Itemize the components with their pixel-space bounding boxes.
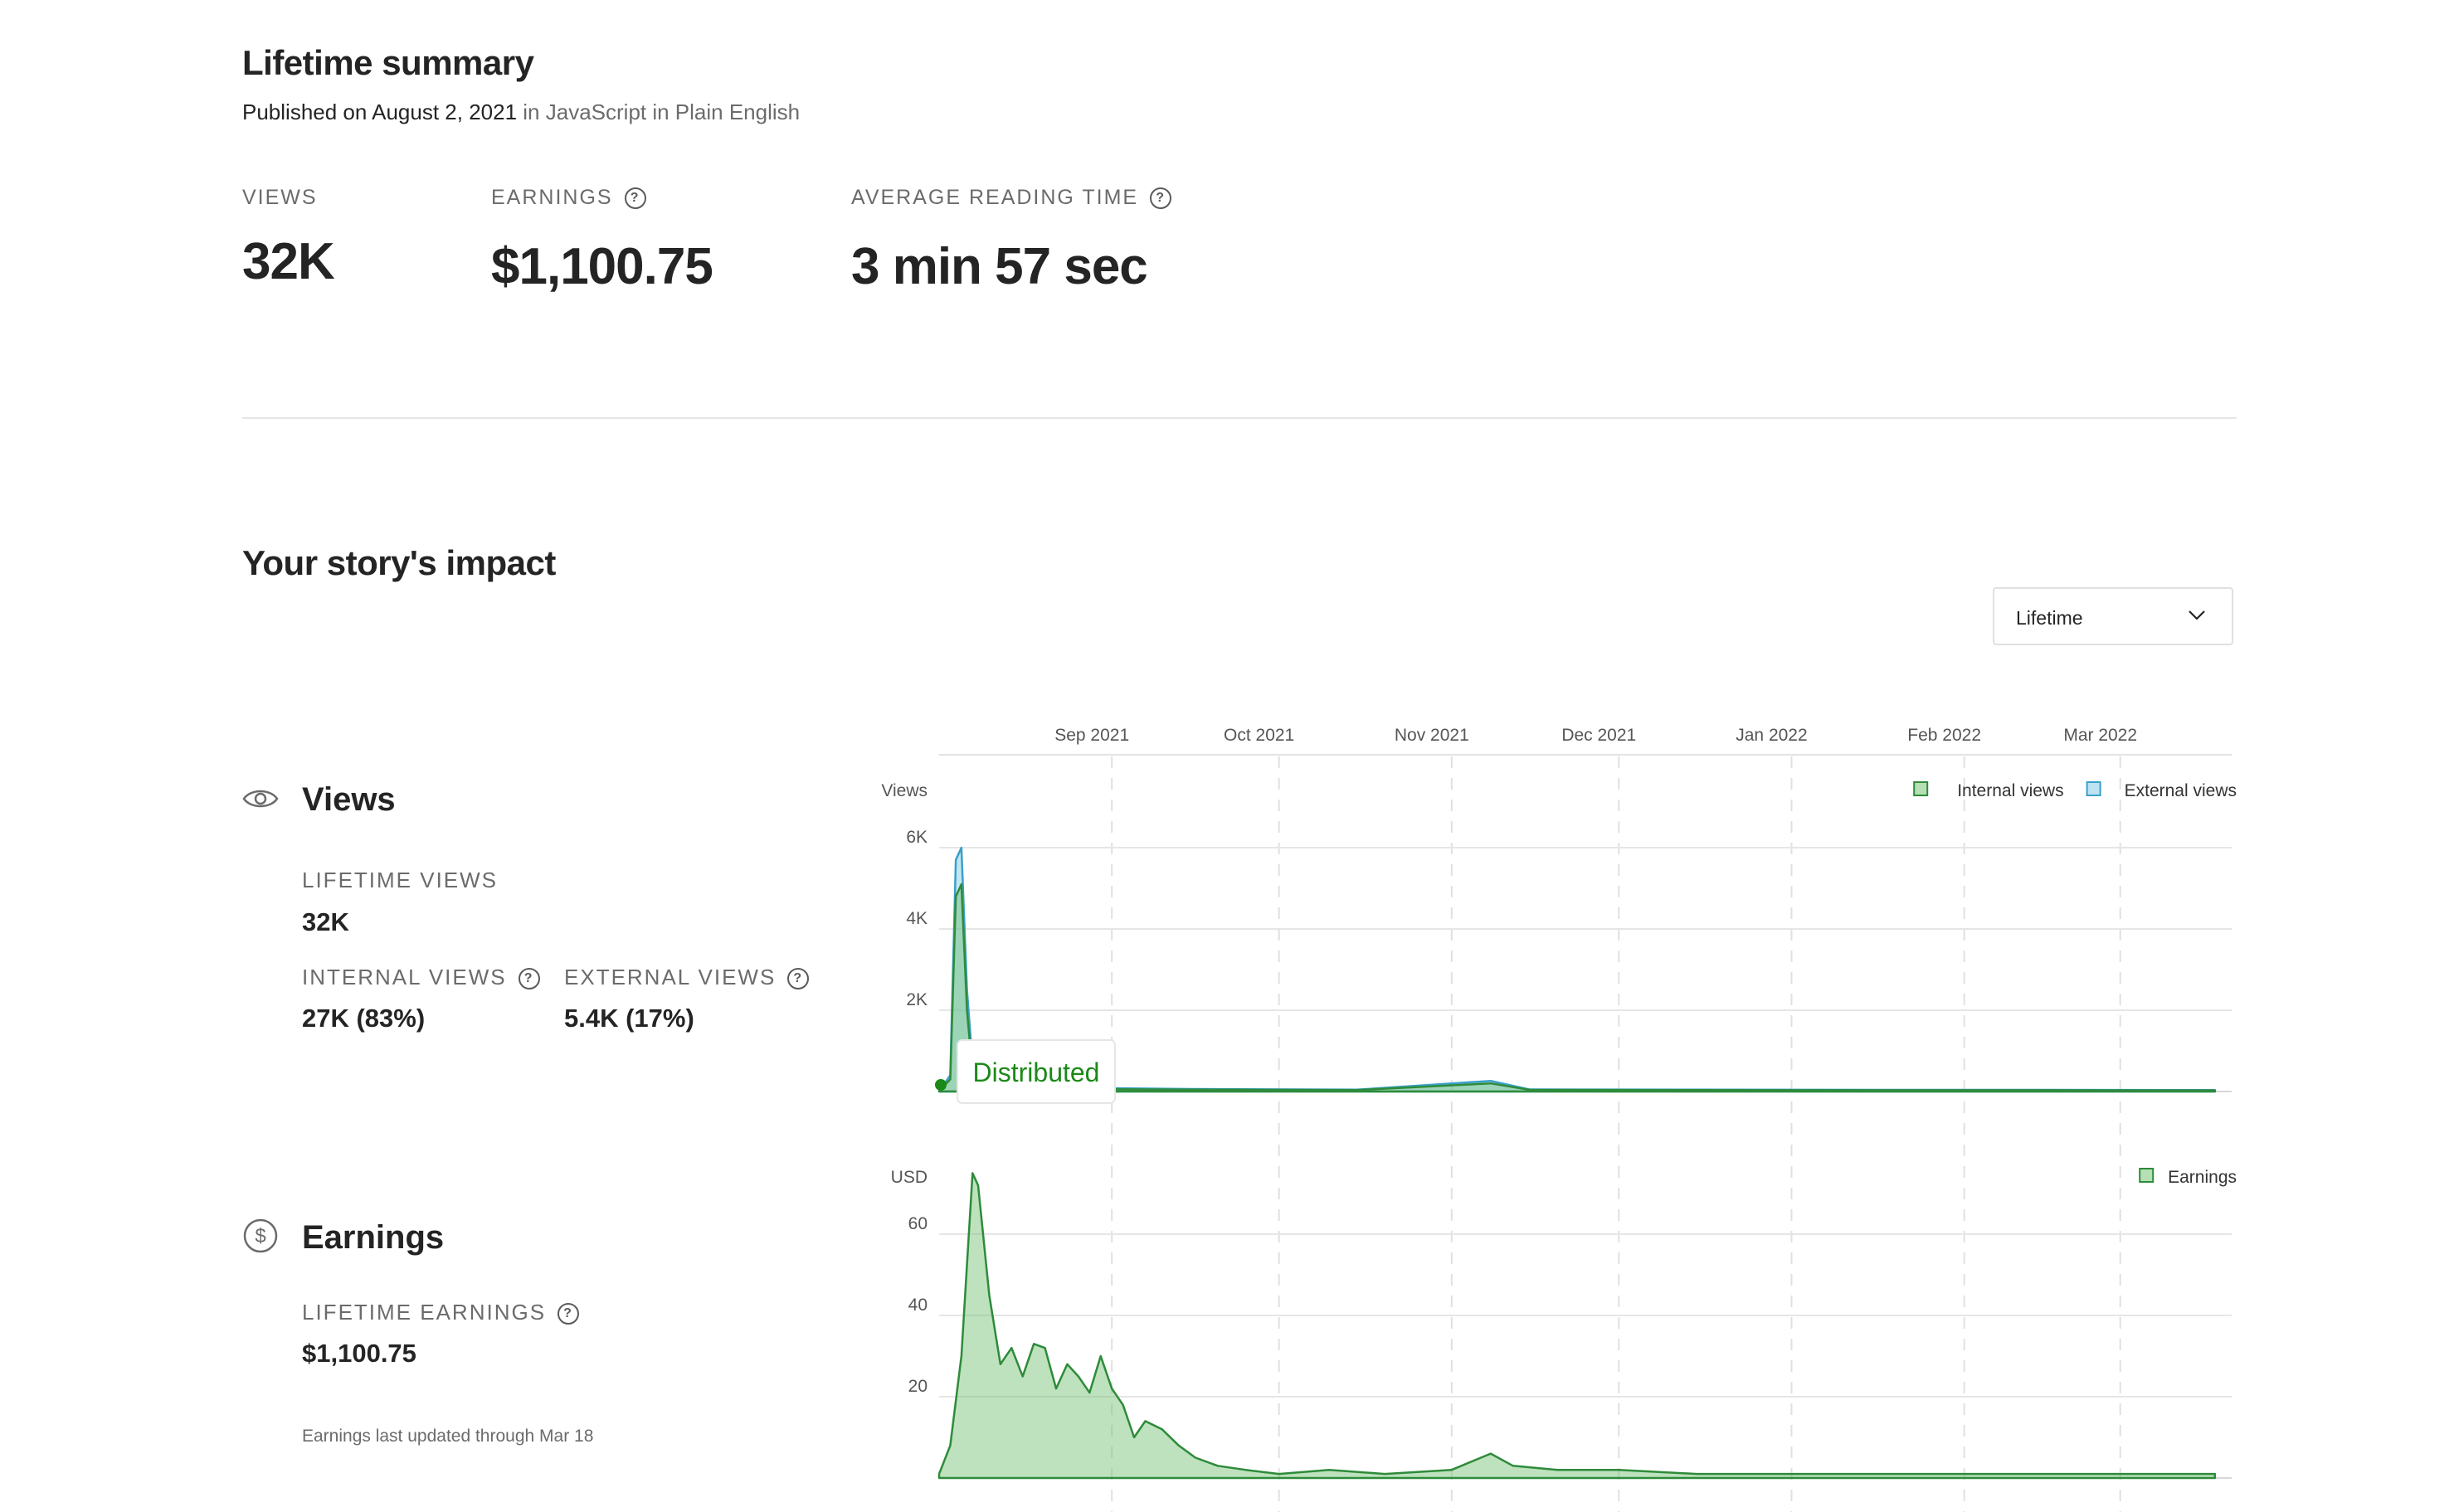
views-section-title: Views bbox=[302, 781, 396, 818]
lifetime-summary-title: Lifetime summary bbox=[242, 43, 534, 82]
internal-views-series bbox=[937, 882, 2217, 1093]
help-icon[interactable]: ? bbox=[558, 1303, 580, 1325]
dollar-coin-icon: $ bbox=[243, 1218, 278, 1253]
svg-text:$: $ bbox=[255, 1225, 265, 1247]
distributed-marker bbox=[935, 1079, 947, 1091]
legend-swatch bbox=[2086, 781, 2101, 796]
external-views-label-text: EXTERNAL VIEWS bbox=[564, 965, 777, 989]
legend-swatch bbox=[2139, 1168, 2155, 1183]
eye-icon bbox=[242, 790, 279, 808]
views-stat-value: 32K bbox=[242, 233, 335, 290]
help-icon[interactable]: ? bbox=[787, 968, 810, 990]
earnings-chart: USD 60 40 20 Earnings bbox=[891, 1168, 2237, 1480]
reading-time-stat-label: AVERAGE READING TIME? bbox=[851, 186, 1172, 210]
month-label: Feb 2022 bbox=[1907, 726, 1981, 745]
earnings-stat-value: $1,100.75 bbox=[491, 238, 713, 295]
earnings-section-title: Earnings bbox=[302, 1219, 445, 1256]
y-tick-label: 2K bbox=[906, 990, 928, 1009]
help-icon[interactable]: ? bbox=[624, 187, 646, 210]
chevron-down-icon bbox=[2189, 610, 2205, 620]
legend-swatch bbox=[1913, 781, 1929, 796]
month-label: Dec 2021 bbox=[1561, 726, 1636, 745]
legend-label: External views bbox=[2125, 781, 2237, 800]
y-tick-label: 60 bbox=[908, 1214, 928, 1233]
internal-views-label-text: INTERNAL VIEWS bbox=[302, 965, 507, 989]
month-label: Sep 2021 bbox=[1054, 726, 1129, 745]
y-tick-label: 6K bbox=[906, 828, 928, 847]
legend-label: Earnings bbox=[2168, 1168, 2237, 1187]
published-date: Published on August 2, 2021 bbox=[242, 100, 518, 124]
earnings-stat-label: EARNINGS? bbox=[491, 186, 646, 210]
period-dropdown-value: Lifetime bbox=[2016, 607, 2083, 629]
story-impact-title: Your story's impact bbox=[242, 543, 556, 582]
lifetime-earnings-value: $1,100.75 bbox=[302, 1339, 416, 1368]
legend-label: Internal views bbox=[1957, 781, 2063, 800]
help-icon[interactable]: ? bbox=[1150, 187, 1172, 210]
external-views-value: 5.4K (17%) bbox=[564, 1004, 694, 1033]
help-icon[interactable]: ? bbox=[518, 968, 540, 990]
month-label: Jan 2022 bbox=[1736, 726, 1807, 745]
section-divider bbox=[242, 417, 2237, 419]
lifetime-views-value: 32K bbox=[302, 907, 349, 936]
lifetime-earnings-label: LIFETIME EARNINGS? bbox=[302, 1300, 580, 1325]
reading-time-stat-label-text: AVERAGE READING TIME bbox=[851, 186, 1139, 209]
reading-time-stat-value: 3 min 57 sec bbox=[851, 238, 1148, 295]
month-label: Oct 2021 bbox=[1224, 726, 1294, 745]
y-tick-label: 40 bbox=[908, 1296, 928, 1315]
month-label: Nov 2021 bbox=[1395, 726, 1469, 745]
views-chart: Views 6K 4K 2K External views Internal views D… bbox=[881, 781, 2237, 1104]
earnings-updated-note: Earnings last updated through Mar 18 bbox=[302, 1427, 594, 1446]
internal-views-label: INTERNAL VIEWS? bbox=[302, 965, 540, 990]
month-label: Mar 2022 bbox=[2063, 726, 2137, 745]
earnings-series bbox=[937, 1172, 2217, 1480]
external-views-label: EXTERNAL VIEWS? bbox=[564, 965, 810, 990]
period-dropdown[interactable]: Lifetime bbox=[1993, 587, 2233, 645]
lifetime-earnings-label-text: LIFETIME EARNINGS bbox=[302, 1300, 547, 1325]
y-tick-label: 4K bbox=[906, 909, 928, 928]
publication-link[interactable]: in JavaScript in Plain English bbox=[523, 100, 801, 124]
internal-views-value: 27K (83%) bbox=[302, 1004, 426, 1033]
y-axis-title: Views bbox=[881, 781, 928, 800]
distributed-label: Distributed bbox=[973, 1057, 1100, 1087]
earnings-stat-label-text: EARNINGS bbox=[491, 186, 613, 209]
y-tick-label: 20 bbox=[908, 1377, 928, 1396]
external-views-series bbox=[937, 846, 2217, 1093]
lifetime-views-label: LIFETIME VIEWS bbox=[302, 868, 499, 892]
y-axis-title: USD bbox=[891, 1168, 928, 1187]
distributed-tooltip bbox=[957, 1039, 1116, 1104]
published-info: Published on August 2, 2021 in JavaScrip… bbox=[242, 100, 800, 125]
views-stat-label: VIEWS bbox=[242, 186, 318, 209]
